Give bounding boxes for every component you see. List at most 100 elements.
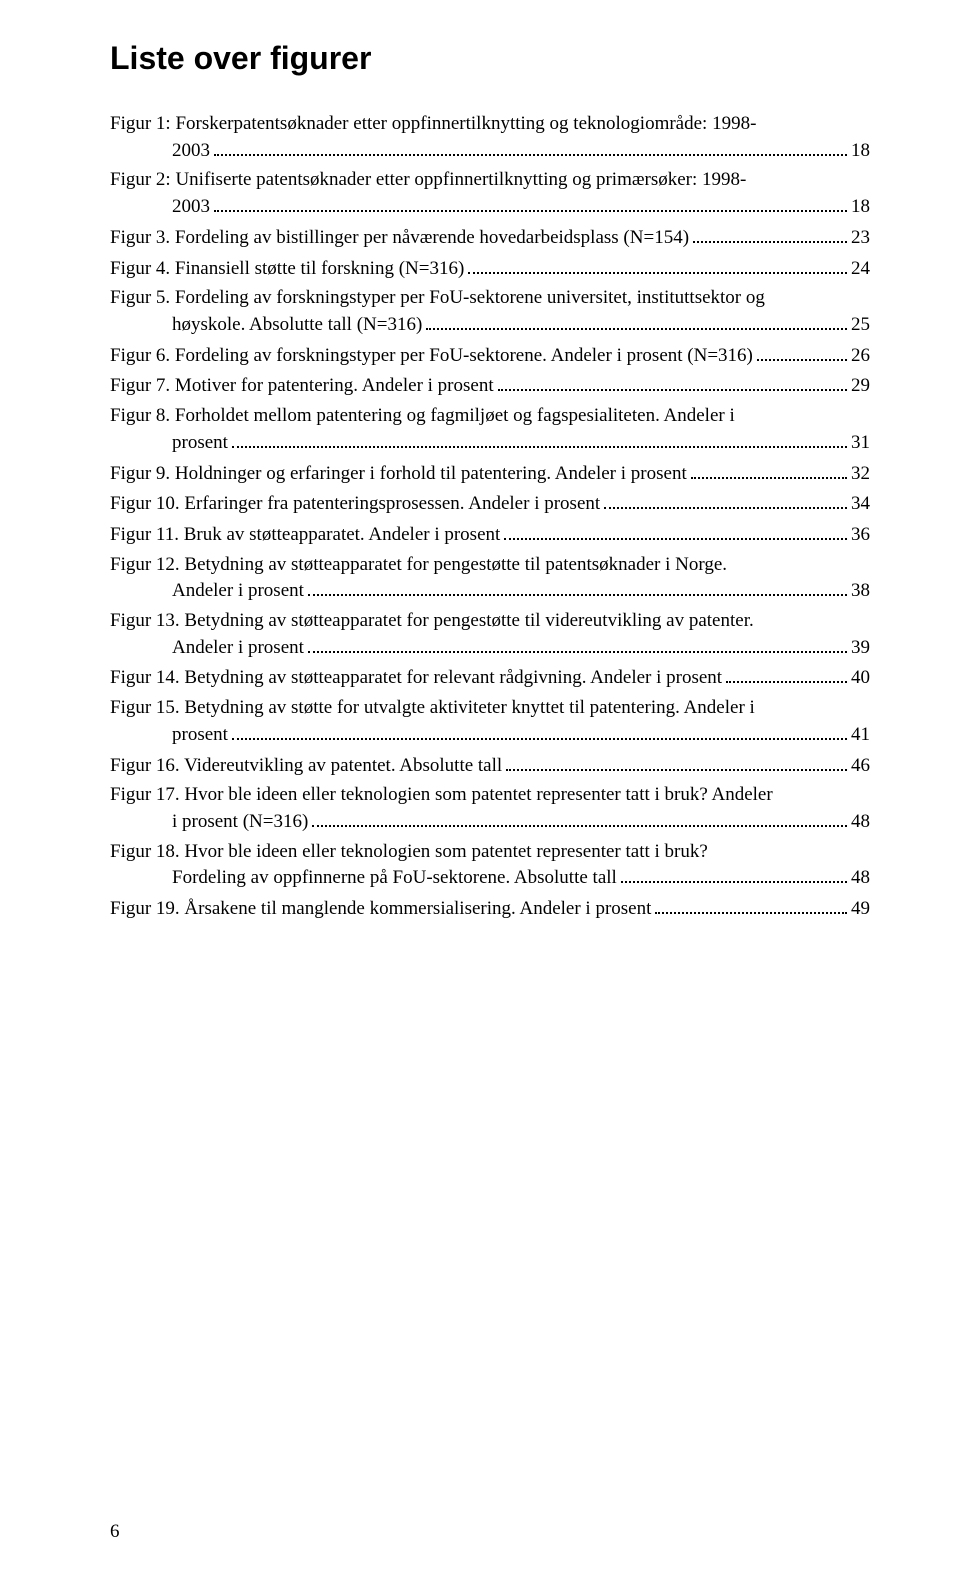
toc-entry-text: Figur 8. Forholdet mellom patentering og… bbox=[110, 403, 870, 429]
toc-entry-text: Figur 3. Fordeling av bistillinger per n… bbox=[110, 225, 689, 251]
toc-entry-page: 26 bbox=[851, 343, 870, 369]
toc-entry-text: Figur 17. Hvor ble ideen eller teknologi… bbox=[110, 782, 870, 808]
toc-entry: Figur 18. Hvor ble ideen eller teknologi… bbox=[110, 839, 870, 891]
toc-entry-row: Figur 7. Motiver for patentering. Andele… bbox=[110, 372, 870, 399]
toc-entry-page: 36 bbox=[851, 522, 870, 548]
toc-entry: Figur 16. Videreutvikling av patentet. A… bbox=[110, 752, 870, 779]
toc-entry-row: Figur 3. Fordeling av bistillinger per n… bbox=[110, 224, 870, 251]
toc-entry-row: 2003 18 bbox=[110, 137, 870, 164]
toc-entry-text: Andeler i prosent bbox=[172, 578, 304, 604]
toc-entry-row: Figur 11. Bruk av støtteapparatet. Andel… bbox=[110, 521, 870, 548]
toc-entry: Figur 4. Finansiell støtte til forskning… bbox=[110, 254, 870, 281]
toc-entry-text: 2003 bbox=[172, 138, 210, 164]
toc-entry-page: 46 bbox=[851, 753, 870, 779]
toc-leader bbox=[506, 752, 847, 771]
toc-entry-text: Figur 16. Videreutvikling av patentet. A… bbox=[110, 753, 502, 779]
toc-entry-page: 34 bbox=[851, 491, 870, 517]
toc-entry-row: Figur 4. Finansiell støtte til forskning… bbox=[110, 254, 870, 281]
toc-entry: Figur 6. Fordeling av forskningstyper pe… bbox=[110, 342, 870, 369]
toc-entry-row: Figur 16. Videreutvikling av patentet. A… bbox=[110, 752, 870, 779]
toc-entry-page: 41 bbox=[851, 722, 870, 748]
toc-entry-row: prosent 41 bbox=[110, 721, 870, 748]
toc-leader bbox=[691, 459, 847, 478]
toc-leader bbox=[308, 634, 847, 653]
toc-entry: Figur 2: Unifiserte patentsøknader etter… bbox=[110, 167, 870, 219]
toc-entry-page: 32 bbox=[851, 461, 870, 487]
toc-entry-text: Figur 12. Betydning av støtteapparatet f… bbox=[110, 552, 870, 578]
toc-entry-text: i prosent (N=316) bbox=[172, 809, 308, 835]
toc-leader bbox=[232, 429, 847, 448]
toc-entry-page: 18 bbox=[851, 138, 870, 164]
toc-leader bbox=[498, 372, 847, 391]
toc-entry-row: Andeler i prosent 38 bbox=[110, 577, 870, 604]
toc-entry: Figur 5. Fordeling av forskningstyper pe… bbox=[110, 285, 870, 337]
toc-entry: Figur 14. Betydning av støtteapparatet f… bbox=[110, 664, 870, 691]
toc-entry-text: 2003 bbox=[172, 194, 210, 220]
toc-entry-text: høyskole. Absolutte tall (N=316) bbox=[172, 312, 422, 338]
toc-entry-page: 18 bbox=[851, 194, 870, 220]
toc-entry-text: Andeler i prosent bbox=[172, 635, 304, 661]
toc-entry: Figur 11. Bruk av støtteapparatet. Andel… bbox=[110, 521, 870, 548]
toc-leader bbox=[214, 137, 847, 156]
toc-entry: Figur 1: Forskerpatentsøknader etter opp… bbox=[110, 111, 870, 163]
toc-leader bbox=[655, 895, 847, 914]
toc-entry-text: Figur 18. Hvor ble ideen eller teknologi… bbox=[110, 839, 870, 865]
toc-entry: Figur 7. Motiver for patentering. Andele… bbox=[110, 372, 870, 399]
toc-leader bbox=[214, 193, 847, 212]
toc-entry-row: Figur 6. Fordeling av forskningstyper pe… bbox=[110, 342, 870, 369]
toc-entry-row: Figur 10. Erfaringer fra patenteringspro… bbox=[110, 490, 870, 517]
toc-entry-text: Figur 11. Bruk av støtteapparatet. Andel… bbox=[110, 522, 500, 548]
toc-entry-text: Figur 1: Forskerpatentsøknader etter opp… bbox=[110, 111, 870, 137]
toc-entry-text: Figur 9. Holdninger og erfaringer i forh… bbox=[110, 461, 687, 487]
toc-entry-row: Fordeling av oppfinnerne på FoU-sektoren… bbox=[110, 864, 870, 891]
toc-leader bbox=[308, 577, 847, 596]
toc-entry-page: 24 bbox=[851, 256, 870, 282]
toc-leader bbox=[604, 490, 847, 509]
toc-entry: Figur 17. Hvor ble ideen eller teknologi… bbox=[110, 782, 870, 834]
toc-entry-page: 40 bbox=[851, 665, 870, 691]
toc-leader bbox=[504, 521, 847, 540]
toc-entry: Figur 8. Forholdet mellom patentering og… bbox=[110, 403, 870, 455]
toc-entry-row: i prosent (N=316) 48 bbox=[110, 808, 870, 835]
toc-entry: Figur 12. Betydning av støtteapparatet f… bbox=[110, 552, 870, 604]
toc-entry-text: Figur 13. Betydning av støtteapparatet f… bbox=[110, 608, 870, 634]
toc-entry-page: 25 bbox=[851, 312, 870, 338]
page-container: Liste over figurer Figur 1: Forskerpaten… bbox=[0, 0, 960, 1583]
toc-leader bbox=[468, 254, 847, 273]
toc-entry: Figur 3. Fordeling av bistillinger per n… bbox=[110, 224, 870, 251]
toc-leader bbox=[726, 664, 847, 683]
table-of-contents: Figur 1: Forskerpatentsøknader etter opp… bbox=[110, 111, 870, 922]
toc-entry-page: 48 bbox=[851, 865, 870, 891]
toc-entry-text: Figur 4. Finansiell støtte til forskning… bbox=[110, 256, 464, 282]
toc-entry-page: 31 bbox=[851, 430, 870, 456]
toc-entry-text: prosent bbox=[172, 430, 228, 456]
toc-entry-row: høyskole. Absolutte tall (N=316) 25 bbox=[110, 311, 870, 338]
toc-entry-row: Figur 14. Betydning av støtteapparatet f… bbox=[110, 664, 870, 691]
toc-entry-page: 29 bbox=[851, 373, 870, 399]
toc-leader bbox=[757, 342, 847, 361]
toc-entry: Figur 10. Erfaringer fra patenteringspro… bbox=[110, 490, 870, 517]
toc-entry: Figur 9. Holdninger og erfaringer i forh… bbox=[110, 459, 870, 486]
toc-entry-text: Figur 19. Årsakene til manglende kommers… bbox=[110, 896, 651, 922]
toc-leader bbox=[693, 224, 847, 243]
toc-entry-row: 2003 18 bbox=[110, 193, 870, 220]
page-number: 6 bbox=[110, 1521, 120, 1543]
page-title: Liste over figurer bbox=[110, 40, 870, 77]
toc-entry-page: 38 bbox=[851, 578, 870, 604]
toc-entry-text: Figur 5. Fordeling av forskningstyper pe… bbox=[110, 285, 870, 311]
toc-entry-page: 48 bbox=[851, 809, 870, 835]
toc-leader bbox=[426, 311, 847, 330]
toc-leader bbox=[312, 808, 847, 827]
toc-leader bbox=[621, 864, 847, 883]
toc-entry-text: Figur 14. Betydning av støtteapparatet f… bbox=[110, 665, 722, 691]
toc-entry-row: Figur 9. Holdninger og erfaringer i forh… bbox=[110, 459, 870, 486]
toc-entry: Figur 15. Betydning av støtte for utvalg… bbox=[110, 695, 870, 747]
toc-entry-text: Figur 7. Motiver for patentering. Andele… bbox=[110, 373, 494, 399]
toc-entry-row: Figur 19. Årsakene til manglende kommers… bbox=[110, 895, 870, 922]
toc-entry: Figur 13. Betydning av støtteapparatet f… bbox=[110, 608, 870, 660]
toc-entry-text: Fordeling av oppfinnerne på FoU-sektoren… bbox=[172, 865, 617, 891]
toc-entry-text: Figur 6. Fordeling av forskningstyper pe… bbox=[110, 343, 753, 369]
toc-entry-text: Figur 10. Erfaringer fra patenteringspro… bbox=[110, 491, 600, 517]
toc-entry-page: 49 bbox=[851, 896, 870, 922]
toc-entry-text: prosent bbox=[172, 722, 228, 748]
